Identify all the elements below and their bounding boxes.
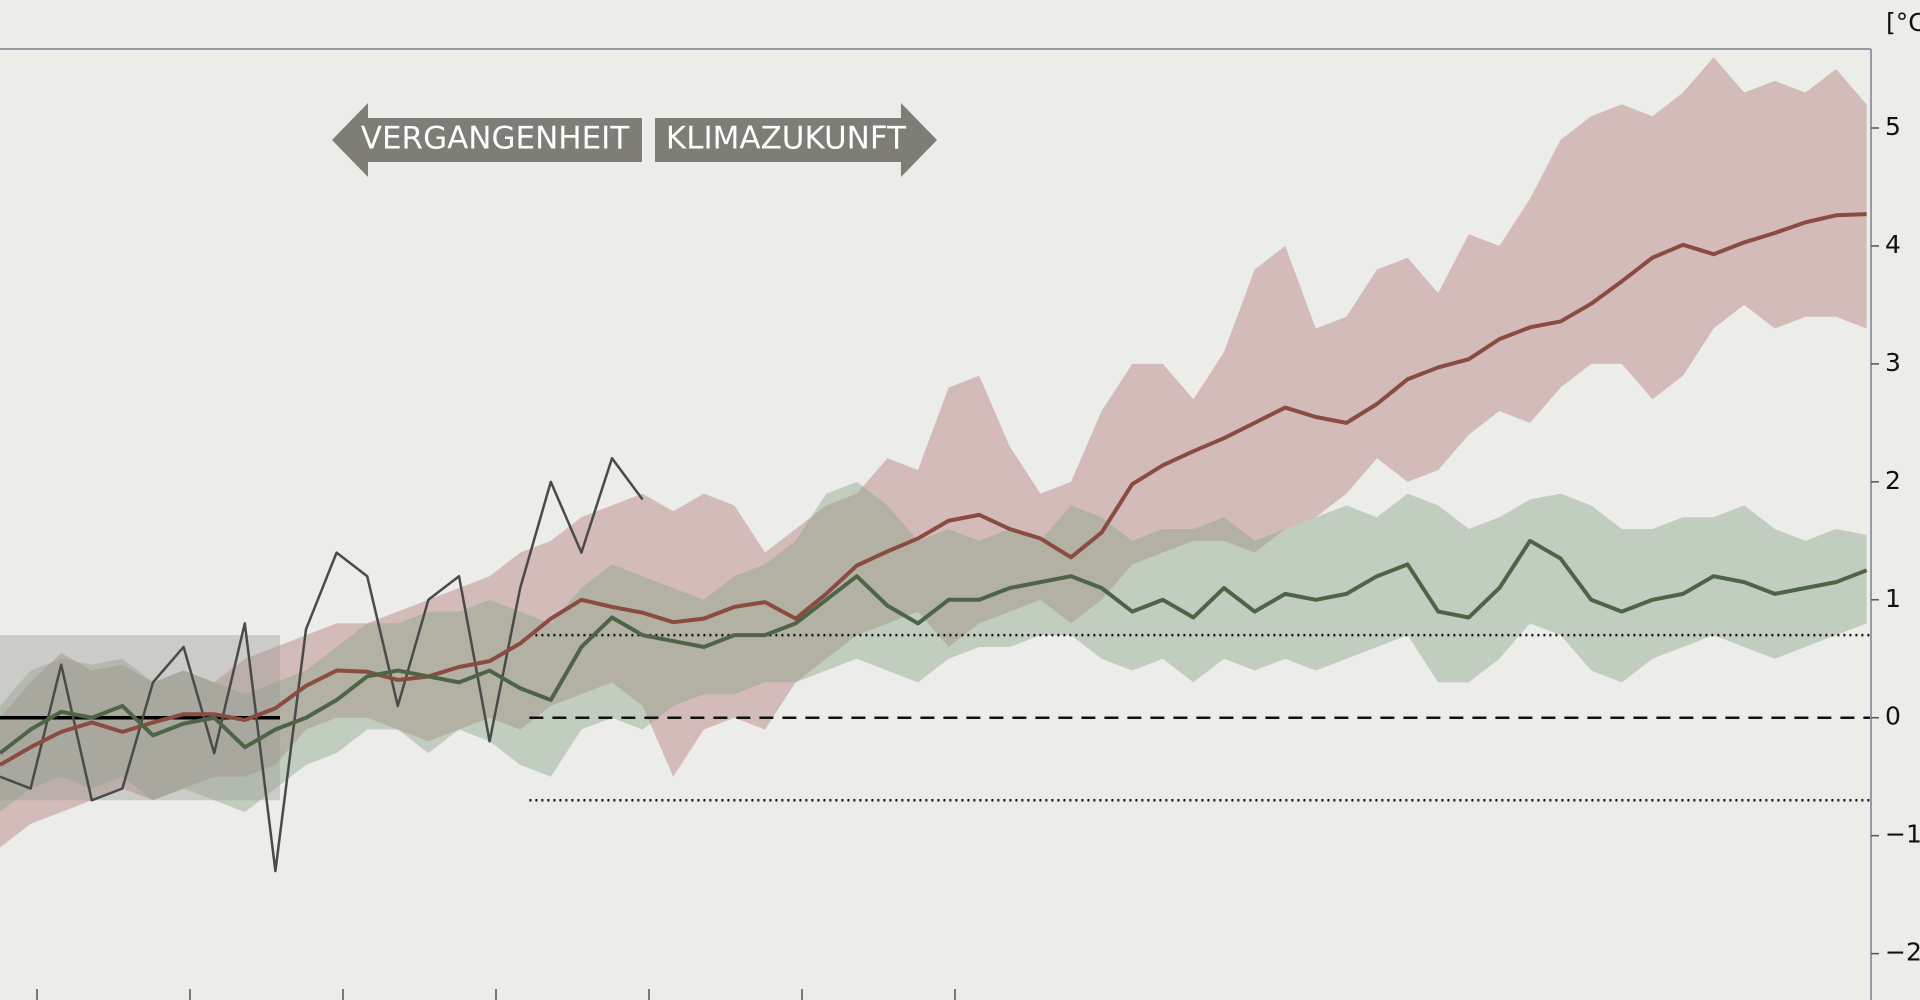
arrow-shape: [332, 103, 642, 177]
y-tick-label: 3: [1885, 348, 1901, 377]
arrow-future: KLIMAZUKUNFT: [655, 103, 937, 177]
annotation: KLIMAZUKUNFT: [666, 121, 907, 157]
y-tick-label: −2: [1885, 938, 1920, 967]
series-line: [0, 538, 1868, 755]
arrow-shape: [655, 103, 937, 177]
plot-area: [0, 57, 1871, 873]
y-tick-label: −1: [1885, 820, 1920, 849]
unit-label: [°C: [1886, 8, 1920, 37]
uncertainty-band: [0, 481, 1867, 813]
y-tick-label: 1: [1885, 584, 1901, 613]
arrow-past: VERGANGENHEIT: [332, 103, 642, 177]
series-line: [0, 457, 644, 873]
y-tick-label: 2: [1885, 466, 1901, 495]
y-tick-label: 5: [1885, 112, 1901, 141]
annotation: VERGANGENHEIT: [361, 121, 631, 157]
y-tick-label: 0: [1885, 702, 1901, 731]
uncertainty-band: [0, 57, 1867, 848]
y-tick-label: 4: [1885, 230, 1901, 259]
series-line: [0, 212, 1867, 767]
